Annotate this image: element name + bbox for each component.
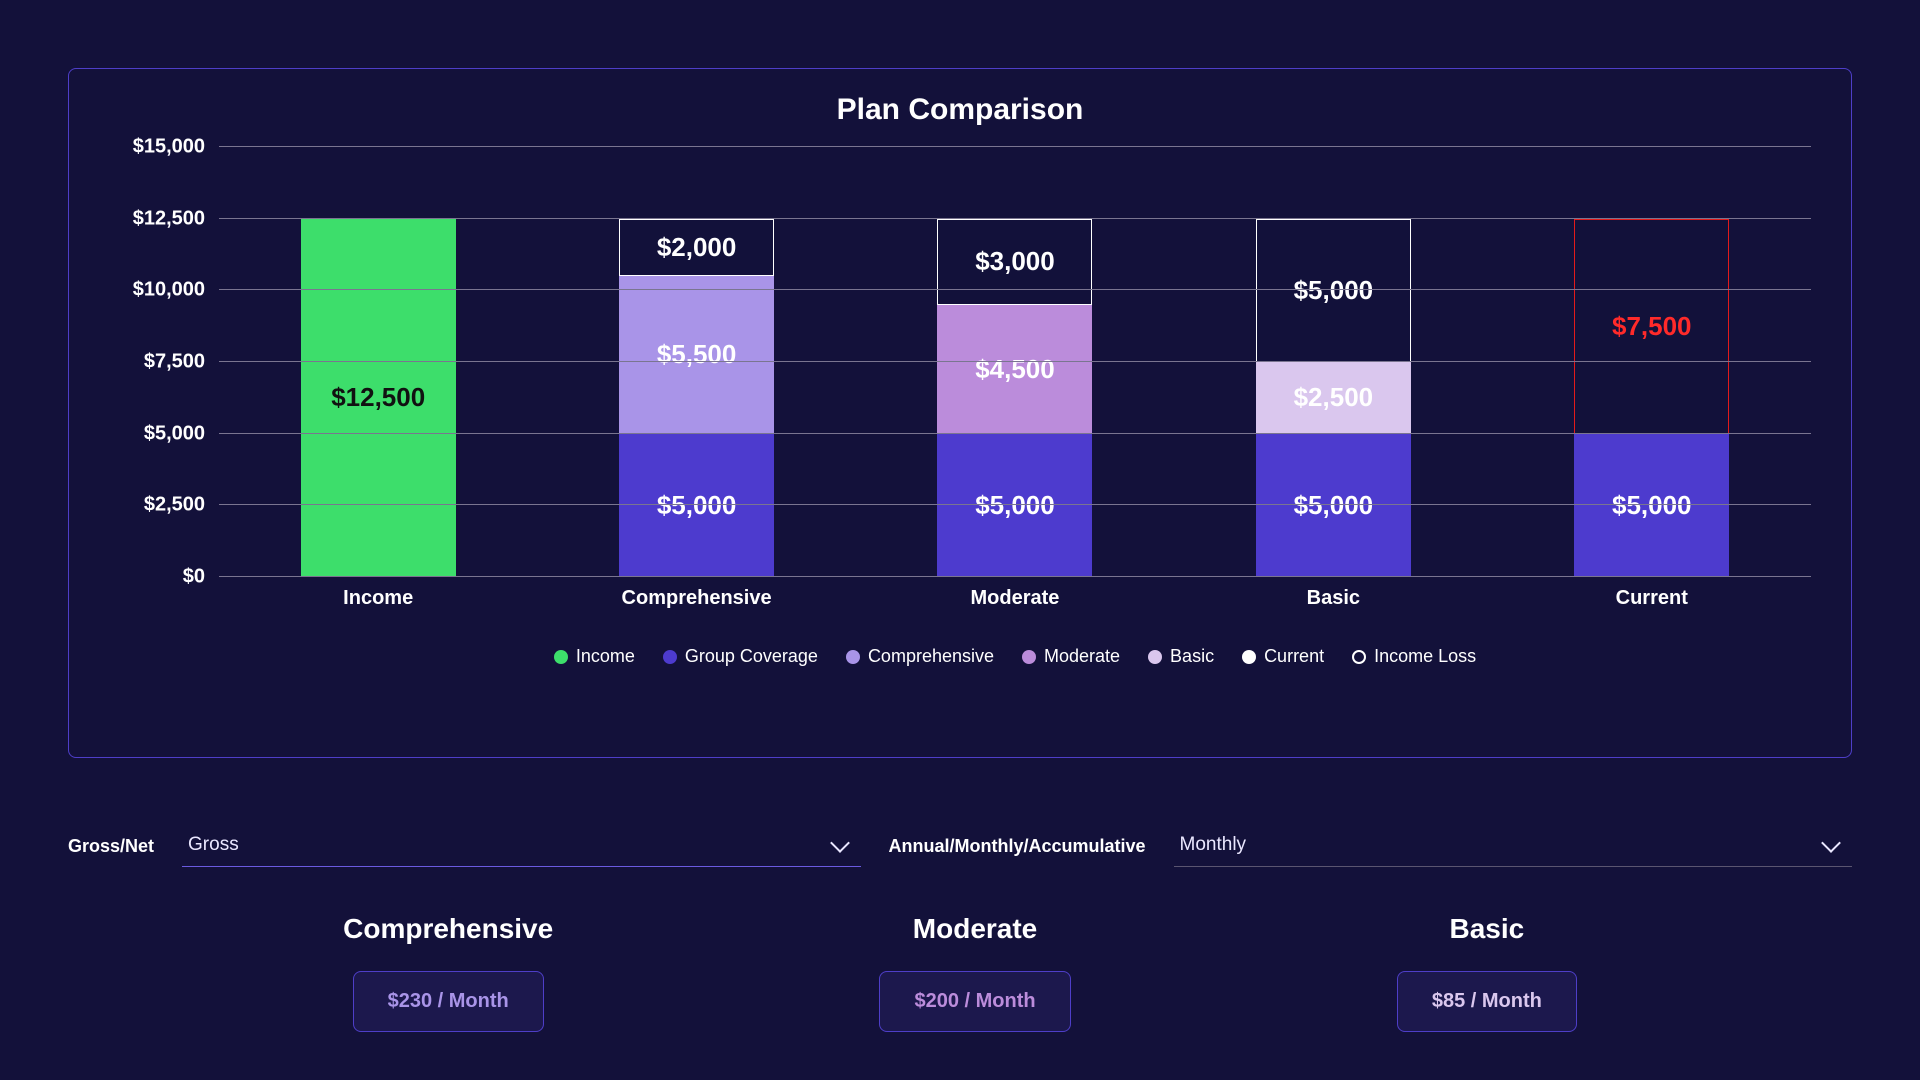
chart-title: Plan Comparison bbox=[109, 93, 1811, 127]
bar-segment: $4,500 bbox=[937, 305, 1092, 434]
bar-segment: $7,500 bbox=[1574, 219, 1729, 434]
plan-name: Basic bbox=[1397, 913, 1577, 945]
plan-card: Comprehensive $230 / Month bbox=[343, 913, 553, 1032]
gridline bbox=[219, 576, 1811, 577]
chart-column: $5,000$2,500$5,000 bbox=[1256, 219, 1411, 577]
legend-swatch bbox=[554, 650, 568, 664]
legend-item: Current bbox=[1242, 646, 1324, 667]
legend-label: Current bbox=[1264, 646, 1324, 667]
legend-label: Basic bbox=[1170, 646, 1214, 667]
y-tick-label: $12,500 bbox=[133, 207, 205, 230]
plan-name: Moderate bbox=[879, 913, 1070, 945]
legend-item: Comprehensive bbox=[846, 646, 994, 667]
plan-price-button[interactable]: $230 / Month bbox=[353, 971, 544, 1032]
legend-item: Basic bbox=[1148, 646, 1214, 667]
chart-column: $5,000$7,500 bbox=[1574, 219, 1729, 577]
y-axis: $0$2,500$5,000$7,500$10,000$12,500$15,00… bbox=[109, 147, 219, 577]
legend-label: Income Loss bbox=[1374, 646, 1476, 667]
legend-item: Group Coverage bbox=[663, 646, 818, 667]
y-tick-label: $10,000 bbox=[133, 279, 205, 302]
x-axis-label: Income bbox=[301, 587, 456, 610]
plan-price-button[interactable]: $200 / Month bbox=[879, 971, 1070, 1032]
chevron-down-icon bbox=[830, 833, 850, 853]
period-value: Monthly bbox=[1180, 834, 1247, 856]
bar-segment: $12,500 bbox=[301, 219, 456, 577]
x-axis-label: Moderate bbox=[937, 587, 1092, 610]
chart-plot: $12,500$5,000$5,500$2,000$5,000$4,500$3,… bbox=[219, 147, 1811, 577]
plan-card: Basic $85 / Month bbox=[1397, 913, 1577, 1032]
gridline bbox=[219, 433, 1811, 434]
plan-name: Comprehensive bbox=[343, 913, 553, 945]
legend-label: Moderate bbox=[1044, 646, 1120, 667]
bar-segment: $5,000 bbox=[1256, 219, 1411, 362]
legend-swatch bbox=[663, 650, 677, 664]
grossnet-value: Gross bbox=[188, 834, 239, 856]
bar-segment: $2,000 bbox=[619, 219, 774, 276]
chart-column: $5,000$5,500$2,000 bbox=[619, 219, 774, 577]
controls-row: Gross/Net Gross Annual/Monthly/Accumulat… bbox=[68, 826, 1852, 867]
gridline bbox=[219, 504, 1811, 505]
y-tick-label: $2,500 bbox=[144, 494, 205, 517]
legend-item: Income Loss bbox=[1352, 646, 1476, 667]
grossnet-label: Gross/Net bbox=[68, 836, 154, 857]
plan-card: Moderate $200 / Month bbox=[879, 913, 1070, 1032]
y-tick-label: $7,500 bbox=[144, 351, 205, 374]
legend-swatch bbox=[1148, 650, 1162, 664]
gridline bbox=[219, 218, 1811, 219]
plans-row: Comprehensive $230 / Month Moderate $200 / … bbox=[68, 913, 1852, 1032]
y-tick-label: $5,000 bbox=[144, 422, 205, 445]
legend-label: Group Coverage bbox=[685, 646, 818, 667]
legend-item: Moderate bbox=[1022, 646, 1120, 667]
bar-segment: $5,500 bbox=[619, 276, 774, 434]
grossnet-select[interactable]: Gross bbox=[182, 826, 860, 867]
chart-columns: $12,500$5,000$5,500$2,000$5,000$4,500$3,… bbox=[219, 147, 1811, 577]
gridline bbox=[219, 289, 1811, 290]
chevron-down-icon bbox=[1821, 833, 1841, 853]
y-tick-label: $0 bbox=[183, 566, 205, 589]
chart-column: $12,500 bbox=[301, 219, 456, 577]
chart-legend: Income Group Coverage Comprehensive Moderat… bbox=[219, 646, 1811, 667]
plan-comparison-card: Plan Comparison $0$2,500$5,000$7,500$10,… bbox=[68, 68, 1852, 758]
plan-price-button[interactable]: $85 / Month bbox=[1397, 971, 1577, 1032]
legend-swatch bbox=[846, 650, 860, 664]
x-axis: Income Comprehensive Moderate Basic Current bbox=[219, 577, 1811, 610]
legend-label: Comprehensive bbox=[868, 646, 994, 667]
chart-column: $5,000$4,500$3,000 bbox=[937, 219, 1092, 577]
period-select[interactable]: Monthly bbox=[1174, 826, 1852, 867]
bar-segment: $2,500 bbox=[1256, 362, 1411, 434]
x-axis-label: Basic bbox=[1256, 587, 1411, 610]
period-label: Annual/Monthly/Accumulative bbox=[889, 836, 1146, 857]
legend-swatch-ring bbox=[1352, 650, 1366, 664]
x-axis-label: Current bbox=[1574, 587, 1729, 610]
y-tick-label: $15,000 bbox=[133, 136, 205, 159]
legend-swatch bbox=[1242, 650, 1256, 664]
legend-label: Income bbox=[576, 646, 635, 667]
chart-body: $0$2,500$5,000$7,500$10,000$12,500$15,00… bbox=[109, 147, 1811, 577]
x-axis-label: Comprehensive bbox=[619, 587, 774, 610]
legend-item: Income bbox=[554, 646, 635, 667]
gridline bbox=[219, 146, 1811, 147]
gridline bbox=[219, 361, 1811, 362]
legend-swatch bbox=[1022, 650, 1036, 664]
bar-segment: $3,000 bbox=[937, 219, 1092, 305]
